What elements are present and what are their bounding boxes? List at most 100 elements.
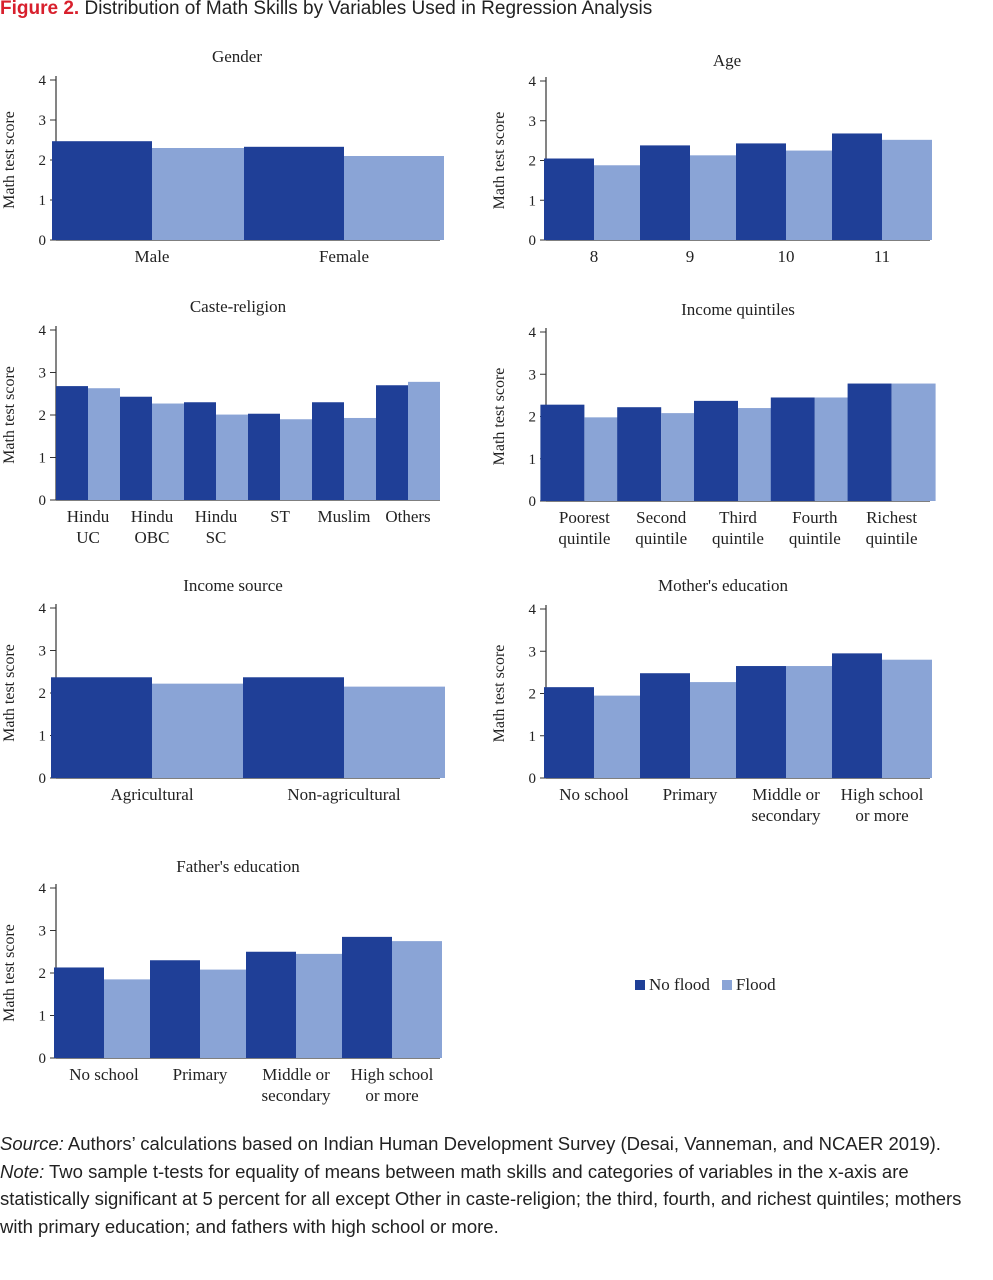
legend-item-flood: Flood	[721, 975, 776, 995]
y-axis-label: Math test score	[491, 112, 508, 210]
figure-title: Figure 2. Distribution of Math Skills by…	[0, 0, 993, 20]
x-tick-label-no-school: No school	[559, 785, 629, 804]
y-tick-label: 1	[39, 1009, 47, 1025]
y-tick-label: 4	[529, 325, 537, 341]
chart-title: Caste-religion	[190, 297, 287, 316]
bar-flood-9	[690, 155, 740, 240]
chart-income-quintiles: Income quintiles Math test score 0 1 2 3 4 Poor…	[491, 300, 936, 548]
bar-no-flood-primary	[150, 960, 200, 1058]
x-tick-label-muslim: Muslim	[318, 507, 371, 526]
y-tick-label: 2	[39, 966, 47, 982]
chart-title: Age	[713, 51, 741, 70]
bar-no-flood-8	[544, 158, 594, 240]
x-tick-label-9: 9	[686, 247, 695, 266]
figure-title-text: Distribution of Math Skills by Variables…	[84, 0, 653, 19]
bar-flood-high-school-or-more	[882, 659, 932, 778]
bar-no-flood-no-school	[544, 687, 594, 778]
y-tick-label: 1	[39, 193, 47, 209]
bar-no-flood-11	[832, 133, 882, 240]
legend-swatch-flood	[721, 980, 732, 990]
x-tick-label-male: Male	[135, 247, 170, 266]
y-tick-label: 1	[529, 193, 537, 209]
bar-flood-no-school	[594, 695, 644, 778]
bar-no-flood-middle-or-secondary	[736, 666, 786, 778]
x-tick-label-middle-or-secondary: Middle or secondary	[262, 1065, 331, 1105]
x-tick-label-primary: Primary	[663, 785, 718, 804]
bar-flood-primary	[690, 682, 740, 778]
x-tick-label-fourth-quintile: Fourth quintile	[789, 508, 841, 548]
y-tick-label: 4	[39, 601, 47, 617]
bar-flood-high-school-or-more	[392, 941, 442, 1058]
bar-no-flood-others	[376, 385, 408, 500]
x-tick-label-richest-quintile: Richest quintile	[866, 508, 918, 548]
chart-title: Gender	[212, 47, 262, 66]
x-tick-label-non-agricultural: Non-agricultural	[287, 785, 401, 804]
y-tick-label: 0	[529, 233, 537, 249]
y-axis-label: Math test score	[1, 366, 18, 464]
bar-flood-richest-quintile	[891, 383, 936, 501]
x-tick-label-middle-or-secondary: Middle or secondary	[752, 785, 821, 825]
x-tick-label-female: Female	[319, 247, 369, 266]
figure-label: Figure 2.	[0, 0, 80, 19]
y-tick-label: 1	[529, 452, 537, 468]
y-tick-label: 3	[39, 113, 47, 129]
bar-no-flood-high-school-or-more	[832, 653, 882, 778]
bar-flood-female	[344, 156, 444, 240]
bar-flood-agricultural	[152, 683, 253, 778]
x-tick-label-hindu-sc: Hindu SC	[195, 507, 238, 547]
bar-flood-non-agricultural	[344, 686, 445, 778]
x-tick-label-hindu-obc: Hindu OBC	[131, 507, 174, 547]
bar-flood-st	[280, 419, 312, 500]
bar-no-flood-10	[736, 143, 786, 240]
bar-no-flood-muslim	[312, 402, 344, 500]
chart-age: Age Math test score 0 1 2 3 4 8 9 10 11	[491, 51, 932, 266]
source-note: Source: Authors’ calculations based on I…	[0, 1130, 993, 1158]
x-tick-label-second-quintile: Second quintile	[635, 508, 687, 548]
chart-income-source: Income source Math test score 0 1 2 3 4 Agricul…	[1, 576, 445, 804]
x-tick-label-high-school-or-more: High school or more	[841, 785, 924, 825]
bar-flood-middle-or-secondary	[786, 666, 836, 778]
y-axis-label: Math test score	[1, 644, 18, 742]
bar-flood-10	[786, 150, 836, 240]
bar-flood-others	[408, 381, 440, 500]
y-tick-label: 2	[39, 408, 47, 424]
bar-flood-hindu-obc	[152, 403, 184, 500]
bar-flood-male	[152, 148, 252, 240]
y-tick-label: 0	[529, 771, 537, 787]
bar-no-flood-second-quintile	[617, 407, 662, 501]
bar-flood-11	[882, 139, 932, 240]
bar-no-flood-agricultural	[51, 677, 152, 778]
y-tick-label: 1	[39, 729, 47, 745]
legend-item-no-flood: No flood	[635, 975, 710, 995]
y-tick-label: 0	[39, 771, 47, 787]
chart-title: Mother's education	[658, 576, 789, 595]
bar-no-flood-non-agricultural	[243, 677, 344, 778]
y-tick-label: 3	[39, 366, 47, 382]
bar-no-flood-hindu-sc	[184, 402, 216, 500]
figure-notes: Source: Authors’ calculations based on I…	[0, 1130, 993, 1240]
source-text: Authors’ calculations based on Indian Hu…	[63, 1133, 941, 1154]
bar-no-flood-9	[640, 145, 690, 240]
y-tick-label: 0	[39, 1051, 47, 1067]
chart-title: Income source	[183, 576, 283, 595]
y-tick-label: 0	[529, 494, 537, 510]
chart-title: Father's education	[176, 857, 300, 876]
legend-label-no-flood: No flood	[649, 975, 710, 994]
y-tick-label: 2	[39, 686, 47, 702]
note-label: Note:	[0, 1160, 45, 1182]
bar-no-flood-hindu-uc	[56, 386, 88, 500]
bar-flood-muslim	[344, 417, 376, 500]
x-tick-label-11: 11	[874, 247, 890, 266]
bar-no-flood-fourth-quintile	[770, 397, 815, 501]
x-tick-label-10: 10	[778, 247, 795, 266]
y-axis-label: Math test score	[491, 645, 508, 743]
y-tick-label: 4	[39, 323, 47, 339]
bar-flood-no-school	[104, 979, 154, 1058]
bar-flood-middle-or-secondary	[296, 953, 346, 1058]
y-tick-label: 4	[39, 881, 47, 897]
x-tick-label-high-school-or-more: High school or more	[351, 1065, 434, 1105]
y-tick-label: 3	[529, 114, 537, 130]
chart-title: Income quintiles	[681, 300, 795, 319]
bar-no-flood-high-school-or-more	[342, 936, 392, 1058]
x-tick-label-hindu-uc: Hindu UC	[67, 507, 110, 547]
